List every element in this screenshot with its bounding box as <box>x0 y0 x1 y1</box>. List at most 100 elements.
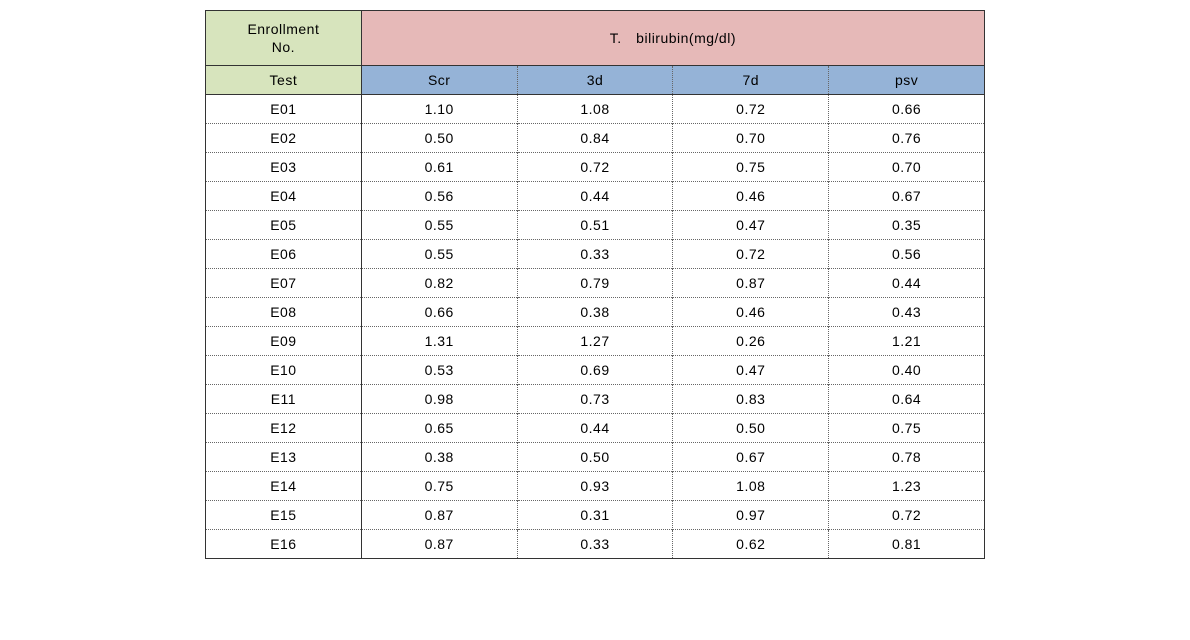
row-id: E14 <box>206 472 362 501</box>
cell-value: 0.38 <box>361 443 517 472</box>
table-body: E011.101.080.720.66E020.500.840.700.76E0… <box>206 95 985 559</box>
row-id: E08 <box>206 298 362 327</box>
cell-value: 0.72 <box>829 501 985 530</box>
cell-value: 0.84 <box>517 124 673 153</box>
cell-value: 0.35 <box>829 211 985 240</box>
cell-value: 0.83 <box>673 385 829 414</box>
cell-value: 0.56 <box>361 182 517 211</box>
cell-value: 0.93 <box>517 472 673 501</box>
row-id: E04 <box>206 182 362 211</box>
cell-value: 0.70 <box>673 124 829 153</box>
cell-value: 0.38 <box>517 298 673 327</box>
cell-value: 0.70 <box>829 153 985 182</box>
table-row: E040.560.440.460.67 <box>206 182 985 211</box>
row-id: E10 <box>206 356 362 385</box>
row-id: E15 <box>206 501 362 530</box>
cell-value: 0.26 <box>673 327 829 356</box>
cell-value: 0.87 <box>673 269 829 298</box>
row-id: E03 <box>206 153 362 182</box>
header-col-3d: 3d <box>517 66 673 95</box>
row-id: E12 <box>206 414 362 443</box>
header-enrollment-line1: Enrollment <box>247 21 319 37</box>
table-row: E020.500.840.700.76 <box>206 124 985 153</box>
table-row: E100.530.690.470.40 <box>206 356 985 385</box>
cell-value: 1.31 <box>361 327 517 356</box>
header-enrollment-line2: No. <box>272 39 295 55</box>
header-col-psv: psv <box>829 66 985 95</box>
row-id: E01 <box>206 95 362 124</box>
page-container: Enrollment No. T. bilirubin(mg/dl) Test … <box>0 0 1190 589</box>
cell-value: 0.75 <box>829 414 985 443</box>
cell-value: 0.43 <box>829 298 985 327</box>
row-id: E07 <box>206 269 362 298</box>
table-header: Enrollment No. T. bilirubin(mg/dl) Test … <box>206 11 985 95</box>
cell-value: 0.62 <box>673 530 829 559</box>
header-measure-title: T. bilirubin(mg/dl) <box>361 11 984 66</box>
cell-value: 0.50 <box>517 443 673 472</box>
cell-value: 0.31 <box>517 501 673 530</box>
table-row: E070.820.790.870.44 <box>206 269 985 298</box>
cell-value: 0.78 <box>829 443 985 472</box>
cell-value: 0.61 <box>361 153 517 182</box>
row-id: E16 <box>206 530 362 559</box>
cell-value: 0.76 <box>829 124 985 153</box>
header-test-label: Test <box>206 66 362 95</box>
cell-value: 0.87 <box>361 501 517 530</box>
cell-value: 0.47 <box>673 356 829 385</box>
cell-value: 0.44 <box>517 414 673 443</box>
table-row: E030.610.720.750.70 <box>206 153 985 182</box>
cell-value: 0.46 <box>673 182 829 211</box>
cell-value: 0.67 <box>829 182 985 211</box>
cell-value: 0.51 <box>517 211 673 240</box>
cell-value: 0.79 <box>517 269 673 298</box>
cell-value: 0.47 <box>673 211 829 240</box>
cell-value: 0.40 <box>829 356 985 385</box>
table-row: E160.870.330.620.81 <box>206 530 985 559</box>
header-col-scr: Scr <box>361 66 517 95</box>
row-id: E06 <box>206 240 362 269</box>
cell-value: 0.72 <box>673 240 829 269</box>
row-id: E09 <box>206 327 362 356</box>
cell-value: 0.87 <box>361 530 517 559</box>
cell-value: 0.82 <box>361 269 517 298</box>
bilirubin-table: Enrollment No. T. bilirubin(mg/dl) Test … <box>205 10 985 559</box>
cell-value: 0.44 <box>517 182 673 211</box>
row-id: E05 <box>206 211 362 240</box>
table-row: E120.650.440.500.75 <box>206 414 985 443</box>
cell-value: 0.73 <box>517 385 673 414</box>
cell-value: 0.69 <box>517 356 673 385</box>
table-row: E150.870.310.970.72 <box>206 501 985 530</box>
header-col-7d: 7d <box>673 66 829 95</box>
cell-value: 0.81 <box>829 530 985 559</box>
cell-value: 0.56 <box>829 240 985 269</box>
cell-value: 0.46 <box>673 298 829 327</box>
cell-value: 0.50 <box>361 124 517 153</box>
cell-value: 0.65 <box>361 414 517 443</box>
header-enrollment: Enrollment No. <box>206 11 362 66</box>
row-id: E11 <box>206 385 362 414</box>
cell-value: 1.08 <box>517 95 673 124</box>
cell-value: 0.66 <box>829 95 985 124</box>
cell-value: 0.75 <box>361 472 517 501</box>
row-id: E13 <box>206 443 362 472</box>
cell-value: 1.23 <box>829 472 985 501</box>
table-row: E140.750.931.081.23 <box>206 472 985 501</box>
cell-value: 0.64 <box>829 385 985 414</box>
cell-value: 0.72 <box>517 153 673 182</box>
cell-value: 0.33 <box>517 240 673 269</box>
cell-value: 0.66 <box>361 298 517 327</box>
cell-value: 0.67 <box>673 443 829 472</box>
cell-value: 0.97 <box>673 501 829 530</box>
table-row: E011.101.080.720.66 <box>206 95 985 124</box>
table-row: E080.660.380.460.43 <box>206 298 985 327</box>
table-row: E091.311.270.261.21 <box>206 327 985 356</box>
cell-value: 0.72 <box>673 95 829 124</box>
cell-value: 0.44 <box>829 269 985 298</box>
cell-value: 0.55 <box>361 211 517 240</box>
cell-value: 1.08 <box>673 472 829 501</box>
cell-value: 1.10 <box>361 95 517 124</box>
row-id: E02 <box>206 124 362 153</box>
cell-value: 0.98 <box>361 385 517 414</box>
table-row: E050.550.510.470.35 <box>206 211 985 240</box>
table-row: E110.980.730.830.64 <box>206 385 985 414</box>
